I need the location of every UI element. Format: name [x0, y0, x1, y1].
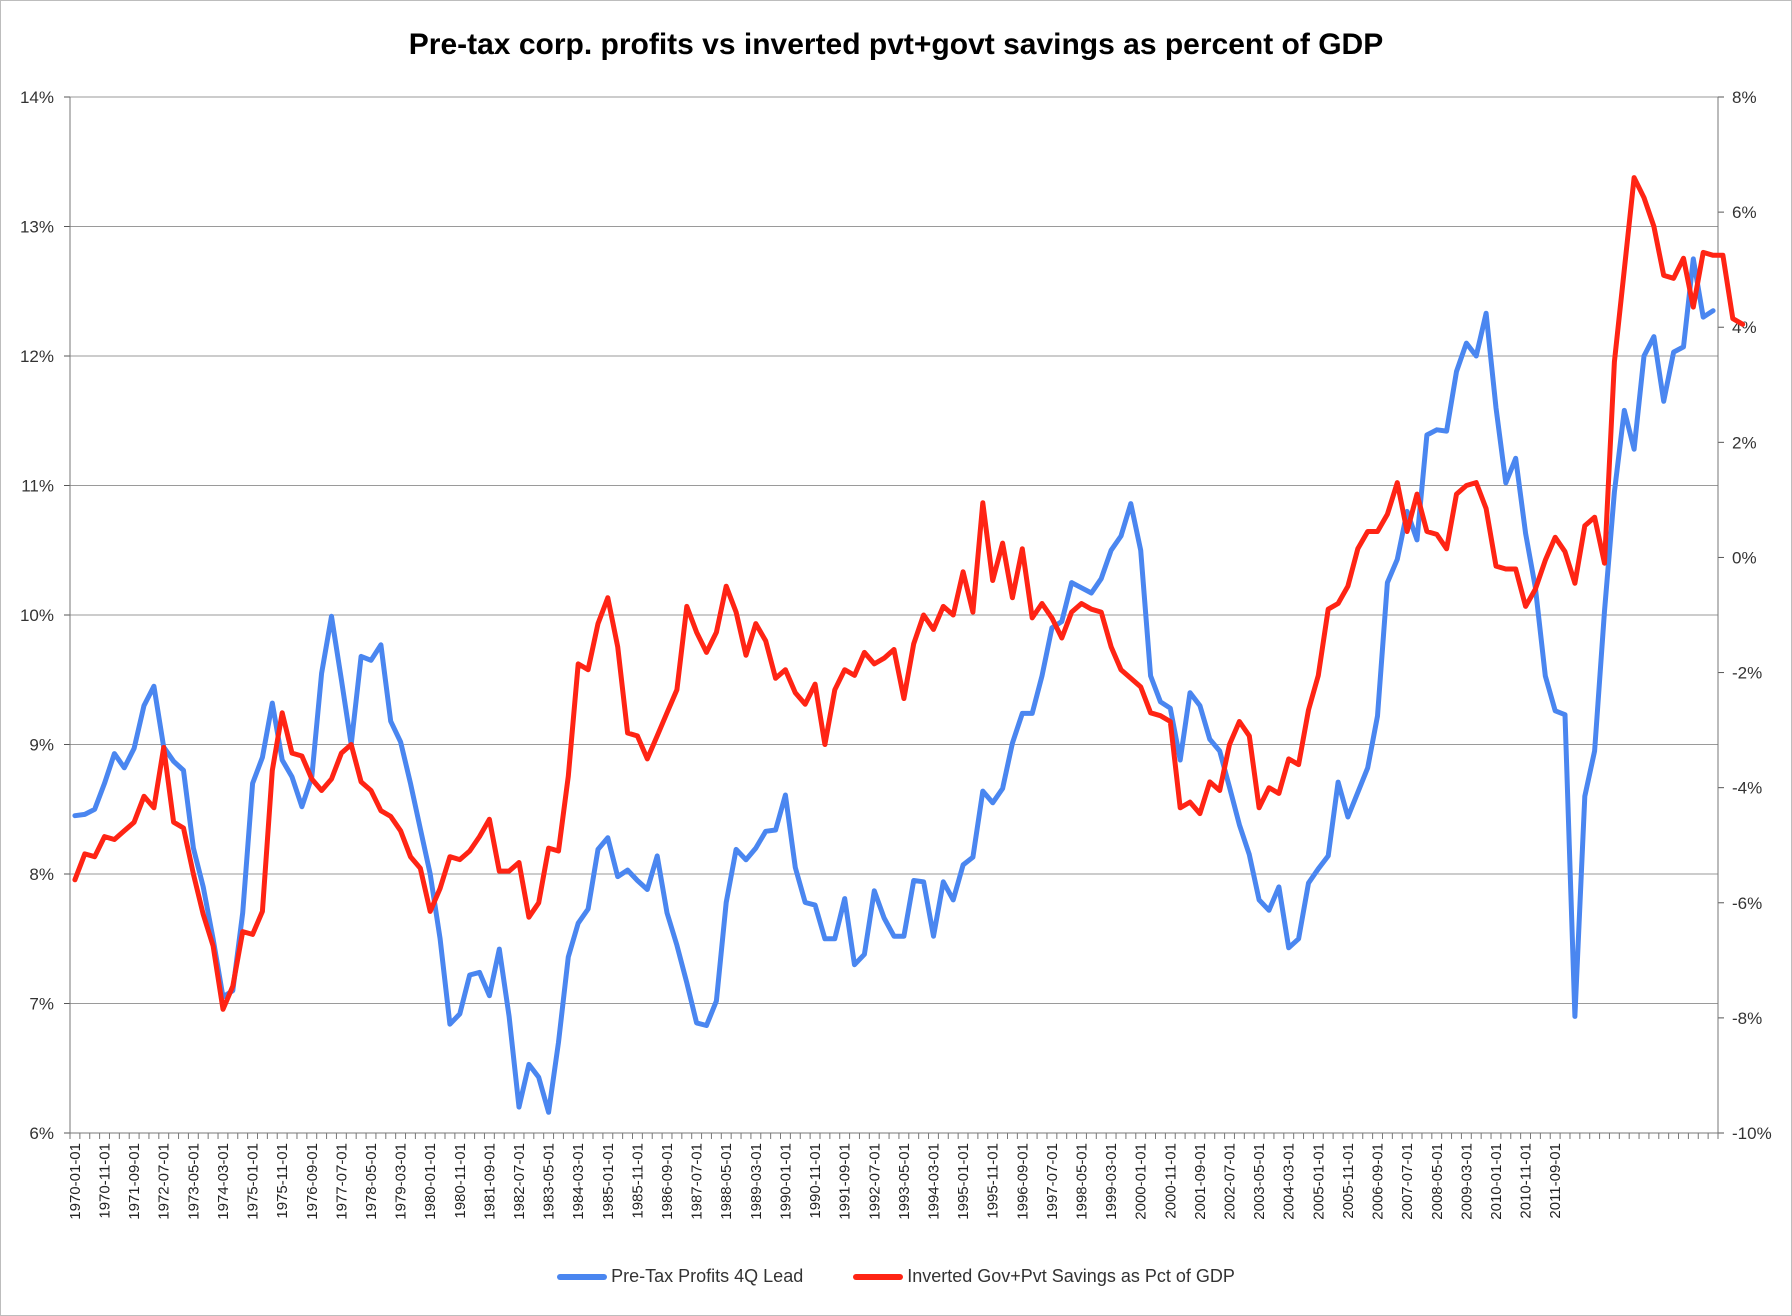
- left-axis-tick-label: 10%: [20, 606, 54, 625]
- x-axis-tick-label: 1980-11-01: [452, 1143, 469, 1219]
- x-axis-tick-label: 1990-01-01: [777, 1143, 794, 1220]
- right-axis-tick-label: 2%: [1732, 433, 1757, 452]
- x-axis-tick-label: 2010-01-01: [1488, 1143, 1505, 1220]
- x-axis-tick-label: 1999-03-01: [1103, 1143, 1120, 1220]
- x-axis-tick-label: 1989-03-01: [748, 1143, 765, 1220]
- left-axis-tick-label: 14%: [20, 88, 54, 107]
- x-axis-tick-label: 1996-09-01: [1014, 1143, 1031, 1220]
- x-axis-tick-label: 2006-09-01: [1370, 1143, 1387, 1220]
- x-axis-tick-label: 1983-05-01: [541, 1143, 558, 1220]
- x-axis-tick-label: 1988-05-01: [718, 1143, 735, 1220]
- x-axis-tick-label: 1976-09-01: [304, 1143, 321, 1220]
- grid-layer: [70, 96, 1718, 1134]
- x-axis-tick-label: 1972-07-01: [156, 1143, 173, 1220]
- series-layer: [72, 175, 1746, 1115]
- x-axis-tick-label: 2005-01-01: [1310, 1143, 1327, 1220]
- x-axis-tick-label: 2011-09-01: [1547, 1143, 1564, 1219]
- x-axis-tick-label: 2000-01-01: [1133, 1143, 1150, 1220]
- x-axis-tick-label: 2002-07-01: [1222, 1143, 1239, 1220]
- legend-label-inverted-savings: Inverted Gov+Pvt Savings as Pct of GDP: [907, 1266, 1235, 1286]
- legend: Pre-Tax Profits 4Q Lead Inverted Gov+Pvt…: [0, 1266, 1792, 1287]
- chart-title: Pre-tax corp. profits vs inverted pvt+go…: [408, 28, 1384, 61]
- legend-swatch-blue: [557, 1273, 608, 1280]
- x-axis-tick-label: 1987-07-01: [689, 1143, 706, 1220]
- x-axis-tick-label: 1975-01-01: [245, 1143, 262, 1220]
- right-axis-tick-label: 0%: [1732, 548, 1757, 567]
- right-axis-tick-label: 6%: [1732, 203, 1757, 222]
- series-line-inverted-savings: [72, 175, 1746, 1012]
- x-axis-tick-label: 2001-09-01: [1192, 1143, 1209, 1220]
- x-axis-tick-label: 1991-09-01: [837, 1143, 854, 1220]
- x-axis-tick-label: 1984-03-01: [570, 1143, 587, 1220]
- x-axis-tick-label: 1973-05-01: [185, 1143, 202, 1220]
- right-axis-tick-label: -8%: [1732, 1009, 1762, 1028]
- x-axis-tick-label: 1970-11-01: [97, 1143, 114, 1219]
- x-axis-tick-label: 2003-05-01: [1251, 1143, 1268, 1220]
- legend-item-pretax-profits: Pre-Tax Profits 4Q Lead: [557, 1266, 803, 1287]
- x-axis-tick-label: 2008-05-01: [1429, 1143, 1446, 1220]
- left-axis-tick-label: 12%: [20, 347, 54, 366]
- x-axis-tick-label: 2005-11-01: [1340, 1143, 1357, 1219]
- x-axis-tick-label: 1992-07-01: [866, 1143, 883, 1220]
- x-axis-tick-label: 1990-11-01: [807, 1143, 824, 1219]
- x-axis-tick-label: 1994-03-01: [925, 1143, 942, 1220]
- x-axis-tick-label: 1970-01-01: [67, 1143, 84, 1220]
- x-axis-tick-label: 1977-07-01: [333, 1143, 350, 1220]
- right-axis-tick-label: 8%: [1732, 88, 1757, 107]
- right-axis-tick-label: -6%: [1732, 894, 1762, 913]
- x-axis-tick-label: 1995-01-01: [955, 1143, 972, 1220]
- right-axis-tick-label: -4%: [1732, 779, 1762, 798]
- x-axis-tick-label: 1975-11-01: [274, 1143, 291, 1219]
- series-line-pretax-profits: [72, 256, 1716, 1115]
- left-axis-tick-label: 8%: [29, 865, 54, 884]
- x-axis-tick-label: 2010-11-01: [1518, 1143, 1535, 1219]
- legend-swatch-red: [853, 1273, 904, 1280]
- x-axis-tick-label: 2009-03-01: [1458, 1143, 1475, 1220]
- x-axis-tick-label: 1995-11-01: [985, 1143, 1002, 1219]
- x-axis-tick-label: 2007-07-01: [1399, 1143, 1416, 1220]
- x-axis-tick-label: 1985-01-01: [600, 1143, 617, 1220]
- x-axis-tick-label: 1971-09-01: [126, 1143, 143, 1220]
- left-axis-tick-label: 7%: [29, 995, 54, 1014]
- x-axis-tick-label: 1985-11-01: [629, 1143, 646, 1219]
- legend-item-inverted-savings: Inverted Gov+Pvt Savings as Pct of GDP: [853, 1266, 1235, 1287]
- right-axis-tick-label: -10%: [1732, 1124, 1772, 1143]
- left-axis-tick-label: 6%: [29, 1124, 54, 1143]
- right-axis-tick-label: -2%: [1732, 664, 1762, 683]
- x-axis-tick-label: 1979-03-01: [393, 1143, 410, 1220]
- x-axis-tick-label: 1982-07-01: [511, 1143, 528, 1220]
- left-axis-tick-label: 11%: [21, 477, 54, 496]
- x-axis-tick-label: 2000-11-01: [1162, 1143, 1179, 1219]
- left-axis-tick-label: 9%: [29, 736, 54, 755]
- x-axis-tick-label: 1974-03-01: [215, 1143, 232, 1220]
- axis-layer: 14%13%12%11%10%9%8%7%6%8%6%4%2%0%-2%-4%-…: [20, 88, 1772, 1220]
- x-axis-tick-label: 1981-09-01: [481, 1143, 498, 1220]
- x-axis-tick-label: 2004-03-01: [1281, 1143, 1298, 1220]
- legend-label-pretax-profits: Pre-Tax Profits 4Q Lead: [611, 1266, 804, 1286]
- left-axis-tick-label: 13%: [20, 218, 54, 237]
- x-axis-tick-label: 1986-09-01: [659, 1143, 676, 1220]
- x-axis-tick-label: 1997-07-01: [1044, 1143, 1061, 1220]
- x-axis-tick-label: 1998-05-01: [1073, 1143, 1090, 1220]
- x-axis-tick-label: 1980-01-01: [422, 1143, 439, 1220]
- x-axis-tick-label: 1978-05-01: [363, 1143, 380, 1220]
- x-axis-tick-label: 1993-05-01: [896, 1143, 913, 1220]
